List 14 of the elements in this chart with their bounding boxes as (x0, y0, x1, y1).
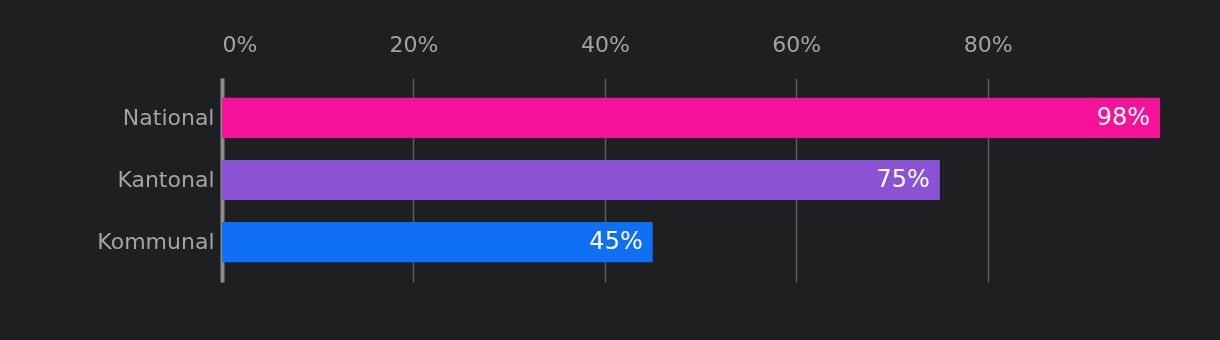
y-tick-label: National (122, 104, 215, 130)
x-tick-label: 60% (772, 31, 822, 57)
x-tick-label: 0% (222, 31, 258, 57)
data-label: 98% (1096, 102, 1150, 131)
bar (222, 222, 653, 263)
x-tick-label: 40% (580, 31, 630, 57)
y-tick-label: Kommunal (97, 229, 215, 255)
data-label: 45% (589, 227, 643, 256)
y-tick-label: Kantonal (117, 167, 215, 192)
bar (222, 97, 1160, 138)
x-tick-label: 80% (963, 31, 1013, 57)
x-tick-label: 20% (389, 31, 439, 57)
data-label: 75% (876, 165, 930, 193)
bar (222, 159, 940, 201)
